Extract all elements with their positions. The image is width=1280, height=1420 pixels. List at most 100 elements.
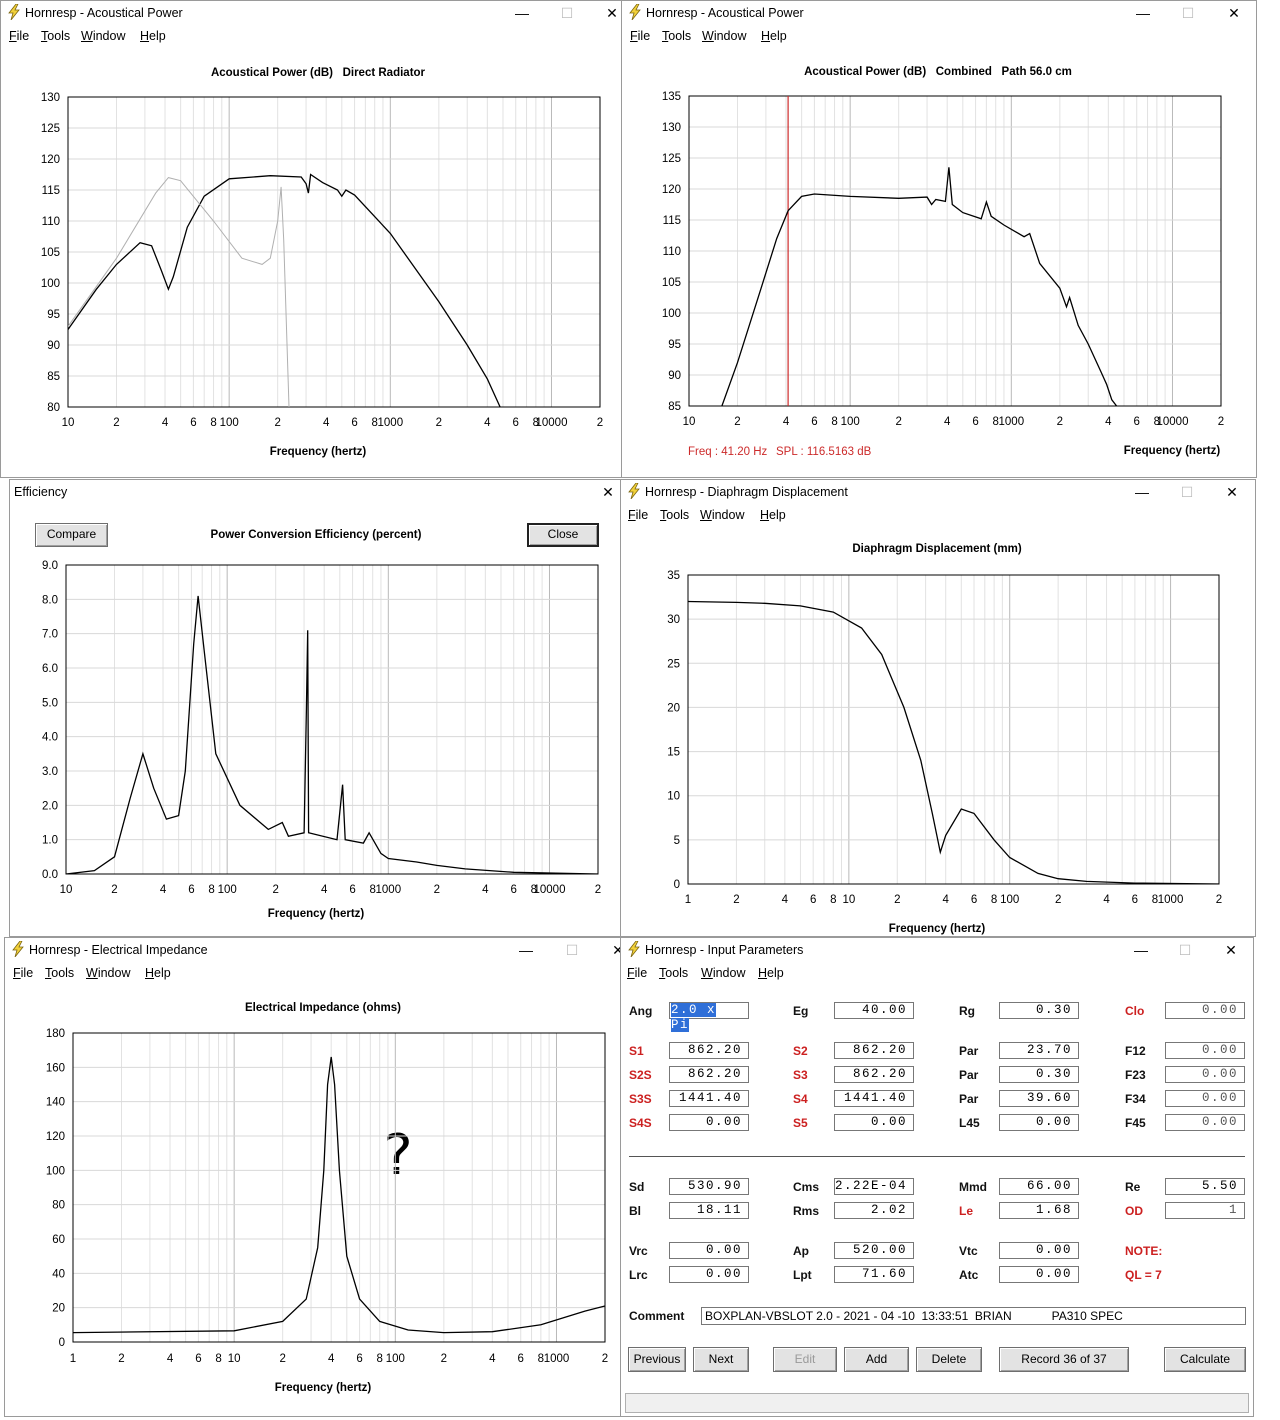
menu-window[interactable]: Window [702,29,747,43]
comment-field[interactable]: BOXPLAN-VBSLOT 2.0 - 2021 - 04 -10 13:33… [701,1307,1246,1325]
minimize-icon[interactable]: — [1136,5,1150,21]
param-field-clo[interactable]: 0.00 [1165,1002,1245,1019]
param-label-s2s: S2S [629,1068,652,1082]
menu-file[interactable]: File [630,29,651,43]
title-bar[interactable]: Hornresp - Acoustical Power — ☐ ✕ [622,1,1256,25]
title-bar[interactable]: Hornresp - Acoustical Power — ☐ ✕ [1,1,621,25]
title-bar[interactable]: Hornresp - Electrical Impedance — ☐ ✕ [5,938,620,962]
maximize-icon[interactable]: ☐ [1180,484,1194,500]
param-field-s3[interactable]: 862.20 [834,1066,914,1083]
param-field-par[interactable]: 39.60 [999,1090,1079,1107]
menu-window[interactable]: Window [700,508,745,522]
menu-file[interactable]: File [628,508,649,522]
param-label-lpt: Lpt [793,1268,812,1282]
param-field-s2[interactable]: 862.20 [834,1042,914,1059]
menu-tools[interactable]: Tools [45,966,75,980]
menu-help[interactable]: Help [140,29,166,43]
menu-help[interactable]: Help [758,966,784,980]
param-field-le[interactable]: 1.68 [999,1202,1079,1219]
param-field-f45[interactable]: 0.00 [1165,1114,1245,1131]
electrical-impedance-window: Hornresp - Electrical Impedance — ☐ ✕ Fi… [4,937,621,1417]
param-field-par[interactable]: 23.70 [999,1042,1079,1059]
previous-button[interactable]: Previous [628,1347,686,1372]
close-icon[interactable]: ✕ [1228,5,1240,21]
minimize-icon[interactable]: — [515,5,529,21]
param-field-atc[interactable]: 0.00 [999,1266,1079,1283]
param-field-cms[interactable]: 2.22E-04 [834,1178,914,1195]
param-field-s4[interactable]: 1441.40 [834,1090,914,1107]
param-field-rms[interactable]: 2.02 [834,1202,914,1219]
edit-button[interactable]: Edit [773,1347,837,1372]
close-icon[interactable]: ✕ [1225,942,1237,958]
param-field-vtc[interactable]: 0.00 [999,1242,1079,1259]
param-field-f23[interactable]: 0.00 [1165,1066,1245,1083]
param-label-s1: S1 [629,1044,644,1058]
minimize-icon[interactable]: — [519,942,533,958]
close-icon[interactable]: ✕ [602,484,614,500]
param-field-f34[interactable]: 0.00 [1165,1090,1245,1107]
calculate-button[interactable]: Calculate [1164,1347,1246,1372]
lightning-bolt-icon [628,483,640,499]
close-icon[interactable]: ✕ [1226,484,1238,500]
menu-window[interactable]: Window [86,966,131,980]
param-label-f12: F12 [1125,1044,1146,1058]
menu-tools[interactable]: Tools [41,29,71,43]
param-label-s3: S3 [793,1068,808,1082]
minimize-icon[interactable]: — [1134,942,1148,958]
menu-help[interactable]: Help [760,508,786,522]
param-field-lpt[interactable]: 71.60 [834,1266,914,1283]
menu-bar: File Tools Window Help [1,26,621,46]
window-title: Hornresp - Acoustical Power [646,6,804,20]
param-field-mmd[interactable]: 66.00 [999,1178,1079,1195]
param-field-vrc[interactable]: 0.00 [669,1242,749,1259]
param-field-od[interactable]: 1 [1165,1202,1245,1219]
menu-bar: File Tools Window Help [621,963,1253,983]
param-field-bl[interactable]: 18.11 [669,1202,749,1219]
param-field-ang[interactable]: 2.0 x Pi [669,1002,749,1032]
param-field-s3s[interactable]: 1441.40 [669,1090,749,1107]
param-label-par: Par [959,1092,979,1106]
menu-window[interactable]: Window [701,966,746,980]
maximize-icon[interactable]: ☐ [1178,942,1192,958]
menu-tools[interactable]: Tools [660,508,690,522]
title-bar[interactable]: Hornresp - Input Parameters — ☐ ✕ [621,938,1253,962]
add-button[interactable]: Add [844,1347,909,1372]
param-field-sd[interactable]: 530.90 [669,1178,749,1195]
param-field-f12[interactable]: 0.00 [1165,1042,1245,1059]
menu-tools[interactable]: Tools [662,29,692,43]
menu-help[interactable]: Help [761,29,787,43]
next-button[interactable]: Next [693,1347,749,1372]
param-field-s2s[interactable]: 862.20 [669,1066,749,1083]
param-field-re[interactable]: 5.50 [1165,1178,1245,1195]
param-label-f34: F34 [1125,1092,1146,1106]
delete-button[interactable]: Delete [916,1347,982,1372]
menu-file[interactable]: File [9,29,30,43]
maximize-icon[interactable]: ☐ [565,942,579,958]
close-button[interactable]: Close [527,523,599,547]
param-field-s4s[interactable]: 0.00 [669,1114,749,1131]
maximize-icon[interactable]: ☐ [1181,5,1195,21]
menu-window[interactable]: Window [81,29,126,43]
title-bar[interactable]: Efficiency ✕ [10,480,620,504]
menu-help[interactable]: Help [145,966,171,980]
param-field-par[interactable]: 0.30 [999,1066,1079,1083]
maximize-icon[interactable]: ☐ [560,5,574,21]
param-label-re: Re [1125,1180,1141,1194]
compare-button[interactable]: Compare [35,523,108,547]
close-icon[interactable]: ✕ [606,5,618,21]
param-field-rg[interactable]: 0.30 [999,1002,1079,1019]
param-field-eg[interactable]: 40.00 [834,1002,914,1019]
minimize-icon[interactable]: — [1135,484,1149,500]
menu-tools[interactable]: Tools [659,966,689,980]
close-icon[interactable]: ✕ [603,940,620,960]
param-field-s5[interactable]: 0.00 [834,1114,914,1131]
param-field-ap[interactable]: 520.00 [834,1242,914,1259]
efficiency-window: Efficiency ✕ Compare Close [9,479,621,937]
param-label-rg: Rg [959,1004,975,1018]
menu-file[interactable]: File [13,966,34,980]
param-field-lrc[interactable]: 0.00 [669,1266,749,1283]
param-field-l45[interactable]: 0.00 [999,1114,1079,1131]
param-field-s1[interactable]: 862.20 [669,1042,749,1059]
title-bar[interactable]: Hornresp - Diaphragm Displacement — ☐ ✕ [621,480,1255,504]
menu-file[interactable]: File [627,966,648,980]
